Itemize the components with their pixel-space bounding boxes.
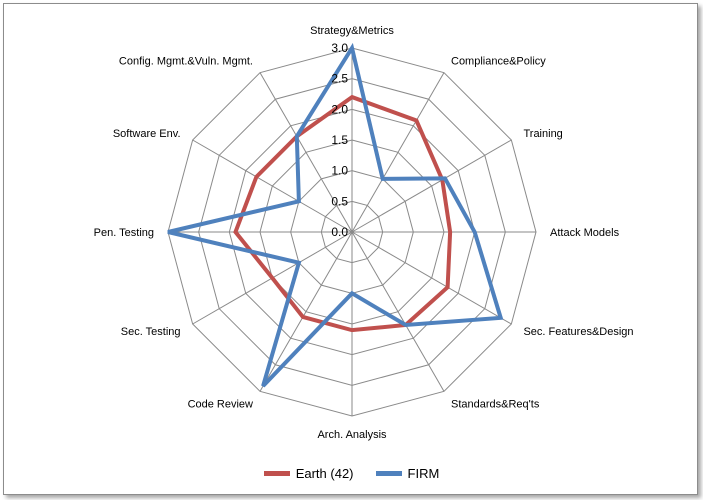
spoke-5 bbox=[351, 231, 445, 392]
tick-label-5: 2.5 bbox=[331, 72, 348, 86]
radar-axis-labels: Strategy&Metrics Compliance&Policy Trainin… bbox=[94, 25, 634, 441]
tick-label-1: 0.5 bbox=[331, 194, 348, 208]
tick-label-3: 1.5 bbox=[331, 133, 348, 147]
radar-series bbox=[167, 42, 504, 388]
axis-label-2: Training bbox=[523, 128, 562, 140]
tick-label-2: 1.0 bbox=[331, 164, 348, 178]
axis-label-5: Standards&Req'ts bbox=[451, 398, 540, 410]
spoke-2 bbox=[351, 139, 512, 233]
axis-label-6: Arch. Analysis bbox=[317, 429, 387, 441]
chart-frame bbox=[3, 3, 698, 495]
axis-label-9: Pen. Testing bbox=[94, 227, 154, 239]
axis-label-3: Attack Models bbox=[550, 227, 620, 239]
spoke-4 bbox=[351, 231, 512, 325]
tick-label-4: 2.0 bbox=[331, 102, 348, 116]
radar-tick-labels: 0.0 0.5 1.0 1.5 2.0 2.5 3.0 bbox=[331, 41, 348, 239]
series-line-1 bbox=[167, 42, 504, 388]
radar-spokes bbox=[168, 48, 536, 416]
axis-label-0: Strategy&Metrics bbox=[310, 25, 394, 37]
legend-item-1: FIRM bbox=[375, 466, 440, 481]
spoke-7 bbox=[259, 231, 353, 392]
axis-label-7: Code Review bbox=[188, 398, 253, 410]
tick-label-6: 3.0 bbox=[331, 41, 348, 55]
spoke-10 bbox=[192, 139, 353, 233]
axis-label-1: Compliance&Policy bbox=[451, 56, 546, 68]
legend-label-0: Earth (42) bbox=[295, 466, 354, 481]
axis-label-8: Sec. Testing bbox=[121, 326, 181, 338]
axis-label-11: Config. Mgmt.&Vuln. Mgmt. bbox=[119, 56, 253, 68]
legend-label-1: FIRM bbox=[407, 466, 440, 481]
tick-label-0: 0.0 bbox=[331, 225, 348, 239]
legend-swatch-0 bbox=[263, 471, 290, 476]
spoke-1 bbox=[351, 72, 445, 233]
legend: Earth (42) FIRM bbox=[0, 466, 703, 481]
axis-label-10: Software Env. bbox=[113, 128, 181, 140]
legend-swatch-1 bbox=[375, 471, 402, 476]
legend-item-0: Earth (42) bbox=[263, 466, 354, 481]
axis-label-4: Sec. Features&Design bbox=[523, 326, 633, 338]
spoke-11 bbox=[259, 72, 353, 233]
